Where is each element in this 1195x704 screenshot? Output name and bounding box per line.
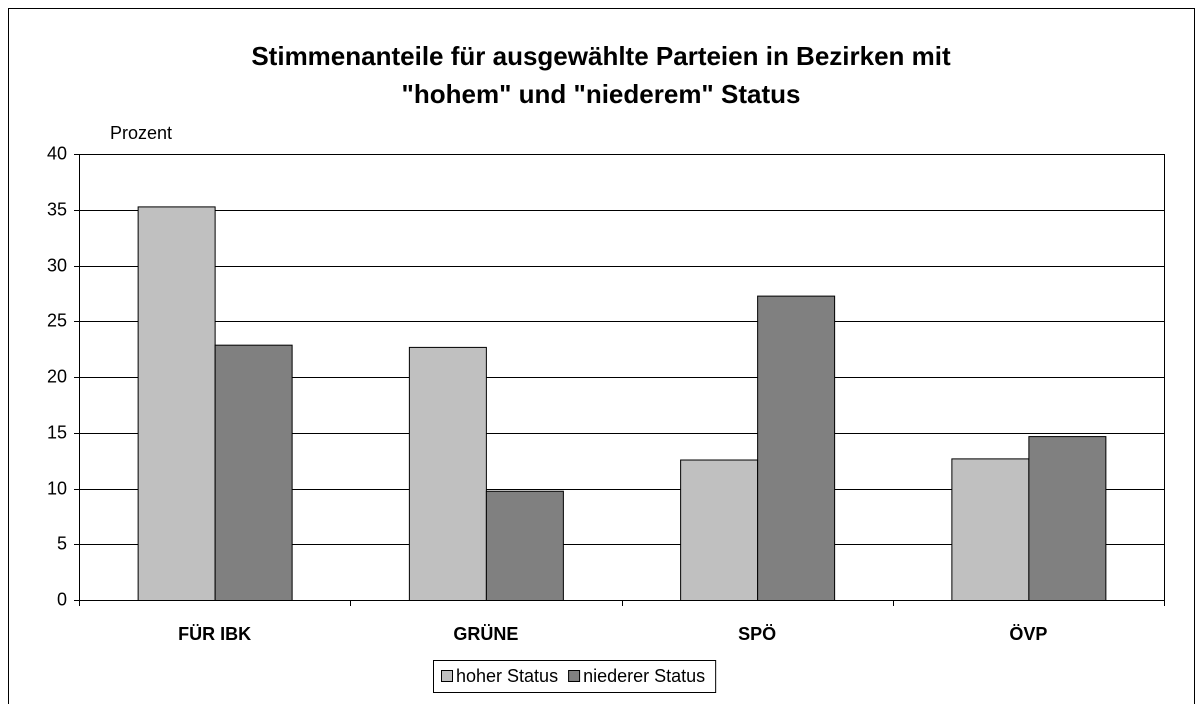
chart-title: "hohem" und "niederem" Status — [402, 79, 801, 109]
y-tick-label: 5 — [57, 533, 67, 553]
legend: hoher Status niederer Status — [433, 660, 717, 693]
y-tick-label: 0 — [57, 589, 67, 609]
y-tick-label: 10 — [47, 478, 67, 498]
bar — [485, 490, 564, 602]
legend-label: niederer Status — [583, 666, 705, 686]
x-tick-label: ÖVP — [1009, 624, 1047, 644]
bar — [680, 459, 759, 602]
y-axis-label: Prozent — [110, 123, 172, 143]
bar — [214, 344, 293, 602]
x-tick-label: FÜR IBK — [178, 624, 251, 644]
y-tick-label: 30 — [47, 255, 67, 275]
legend-swatch — [441, 670, 453, 682]
bar — [757, 295, 836, 601]
bar — [137, 206, 216, 601]
bar — [408, 346, 487, 601]
y-tick-label: 40 — [47, 143, 67, 163]
x-tick-label: GRÜNE — [453, 624, 518, 644]
y-tick-label: 20 — [47, 366, 67, 386]
bar — [951, 458, 1030, 601]
legend-swatch — [568, 670, 581, 682]
y-tick-label: 15 — [47, 422, 67, 442]
legend-label: hoher Status — [456, 666, 558, 686]
y-tick-label: 35 — [47, 199, 67, 219]
chart-title: Stimmenanteile für ausgewählte Parteien … — [251, 41, 951, 71]
bar — [1028, 436, 1107, 601]
y-tick-label: 25 — [47, 310, 67, 330]
x-tick-label: SPÖ — [738, 624, 776, 644]
